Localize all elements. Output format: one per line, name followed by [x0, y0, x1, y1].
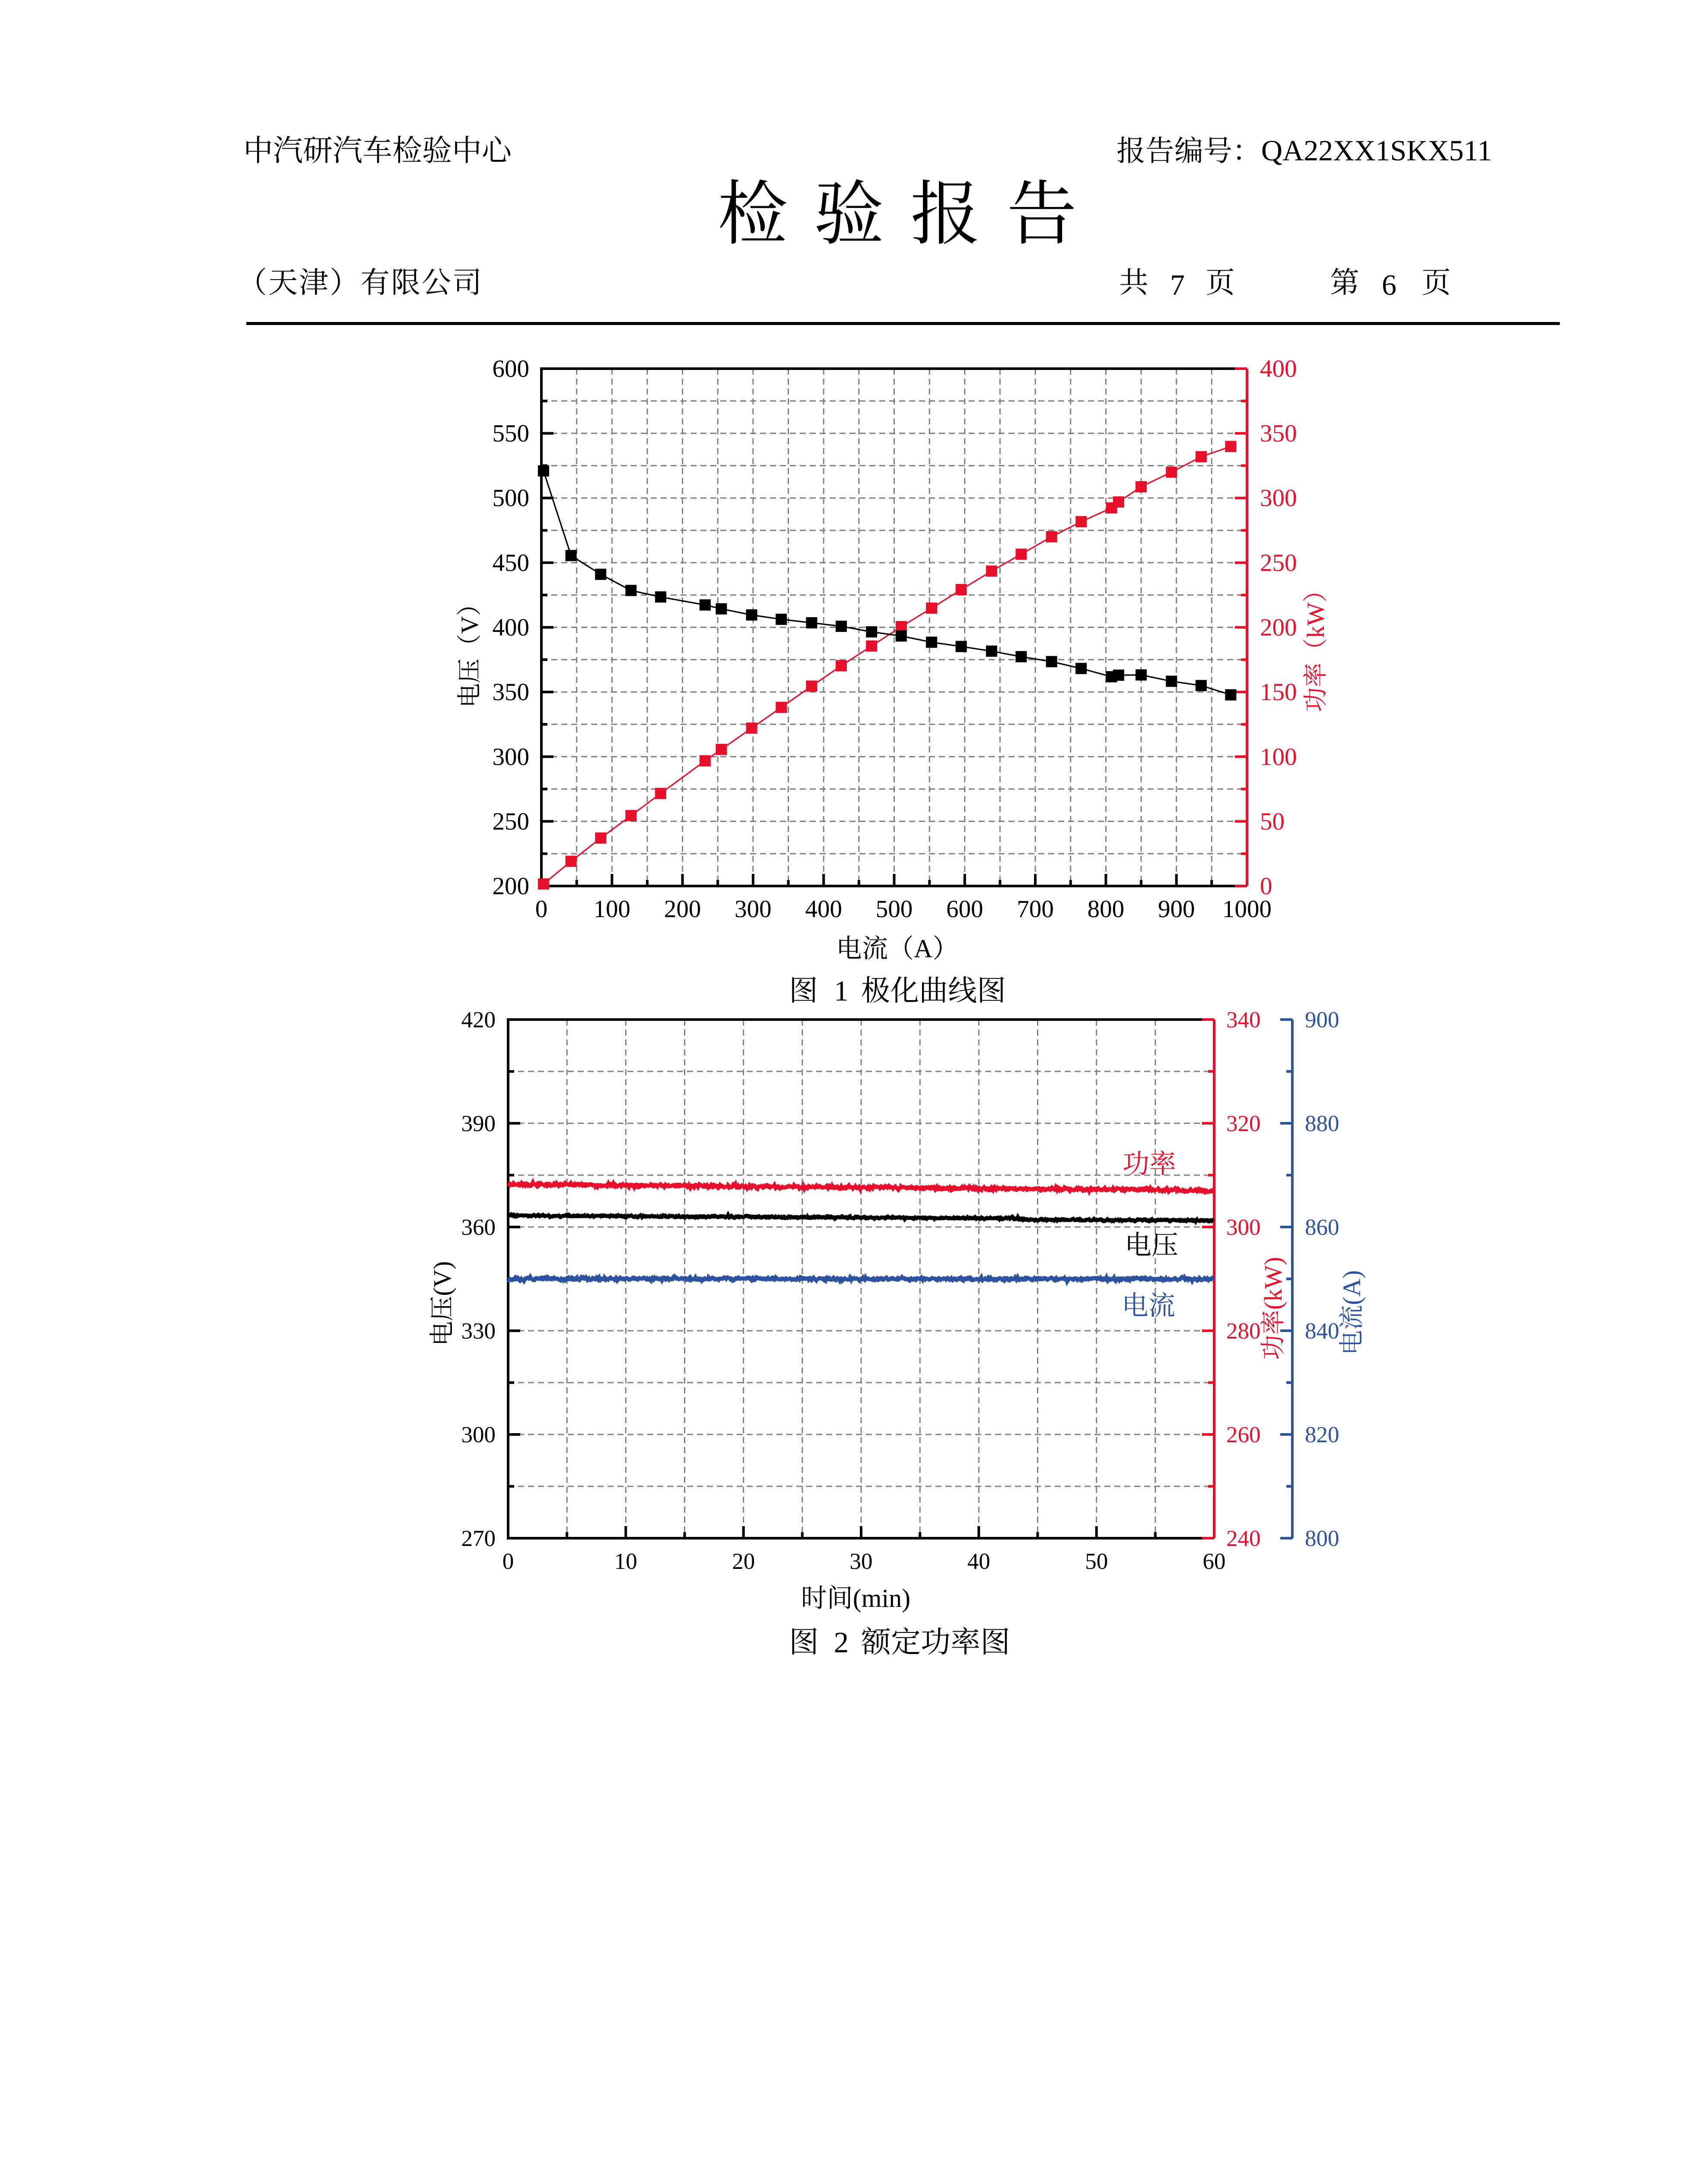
svg-text:(min): (min): [853, 1584, 910, 1613]
svg-text:400: 400: [493, 614, 530, 641]
svg-text:V: V: [456, 616, 483, 634]
svg-text:(V): (V): [428, 1261, 456, 1296]
svg-text:280: 280: [1226, 1319, 1261, 1344]
svg-text:700: 700: [1017, 896, 1054, 923]
svg-text:1: 1: [834, 975, 849, 1007]
svg-text:400: 400: [805, 896, 842, 923]
svg-text:330: 330: [461, 1319, 496, 1344]
svg-text:50: 50: [1085, 1549, 1108, 1574]
svg-text:60: 60: [1203, 1549, 1226, 1574]
svg-text:300: 300: [735, 896, 772, 923]
svg-text:10: 10: [614, 1549, 637, 1574]
svg-text:800: 800: [1088, 896, 1125, 923]
svg-text:400: 400: [1260, 355, 1297, 382]
svg-text:40: 40: [967, 1549, 990, 1574]
svg-text:300: 300: [1226, 1215, 1261, 1240]
svg-text:390: 390: [461, 1111, 496, 1136]
svg-text:A: A: [914, 934, 932, 963]
svg-text:QA22XX1SKX511: QA22XX1SKX511: [1261, 134, 1492, 167]
svg-text:300: 300: [493, 743, 530, 771]
svg-text:0: 0: [535, 896, 548, 923]
svg-text:420: 420: [461, 1007, 496, 1033]
svg-text:200: 200: [664, 896, 701, 923]
svg-text:360: 360: [461, 1215, 496, 1240]
svg-text:1000: 1000: [1222, 896, 1272, 923]
svg-text:450: 450: [493, 549, 530, 577]
svg-text:350: 350: [493, 679, 530, 706]
svg-text:20: 20: [732, 1549, 755, 1574]
svg-text:7: 7: [1170, 268, 1185, 301]
svg-text:0: 0: [503, 1549, 514, 1574]
svg-text:350: 350: [1260, 420, 1297, 447]
svg-text:800: 800: [1305, 1526, 1339, 1551]
svg-text:300: 300: [461, 1422, 496, 1447]
svg-text:(A): (A): [1338, 1270, 1366, 1305]
svg-text:340: 340: [1226, 1007, 1261, 1033]
svg-text:(kW): (kW): [1259, 1257, 1287, 1310]
svg-text:240: 240: [1226, 1526, 1261, 1551]
svg-text:600: 600: [946, 896, 983, 923]
svg-text:820: 820: [1305, 1422, 1339, 1447]
svg-text:550: 550: [493, 420, 530, 447]
svg-text:600: 600: [493, 355, 530, 382]
svg-text:860: 860: [1305, 1215, 1339, 1240]
svg-text:250: 250: [493, 808, 530, 835]
svg-text:900: 900: [1305, 1007, 1339, 1033]
svg-text:900: 900: [1158, 896, 1195, 923]
svg-text:150: 150: [1260, 679, 1297, 706]
svg-text:100: 100: [594, 896, 631, 923]
svg-text:2: 2: [834, 1626, 849, 1659]
svg-text:6: 6: [1382, 268, 1396, 301]
svg-text:200: 200: [1260, 614, 1297, 641]
svg-text:840: 840: [1305, 1319, 1339, 1344]
svg-text:500: 500: [876, 896, 913, 923]
svg-text:30: 30: [850, 1549, 873, 1574]
svg-text:50: 50: [1260, 808, 1285, 835]
svg-text:100: 100: [1260, 743, 1297, 771]
svg-text:500: 500: [493, 484, 530, 512]
svg-text:880: 880: [1305, 1111, 1339, 1136]
svg-text:300: 300: [1260, 484, 1297, 512]
svg-text:320: 320: [1226, 1111, 1261, 1136]
svg-text:270: 270: [461, 1526, 496, 1551]
svg-text:250: 250: [1260, 549, 1297, 577]
svg-text:200: 200: [493, 873, 530, 900]
svg-text:0: 0: [1260, 873, 1272, 900]
svg-text:kW: kW: [1302, 602, 1330, 638]
svg-text:260: 260: [1226, 1422, 1261, 1447]
